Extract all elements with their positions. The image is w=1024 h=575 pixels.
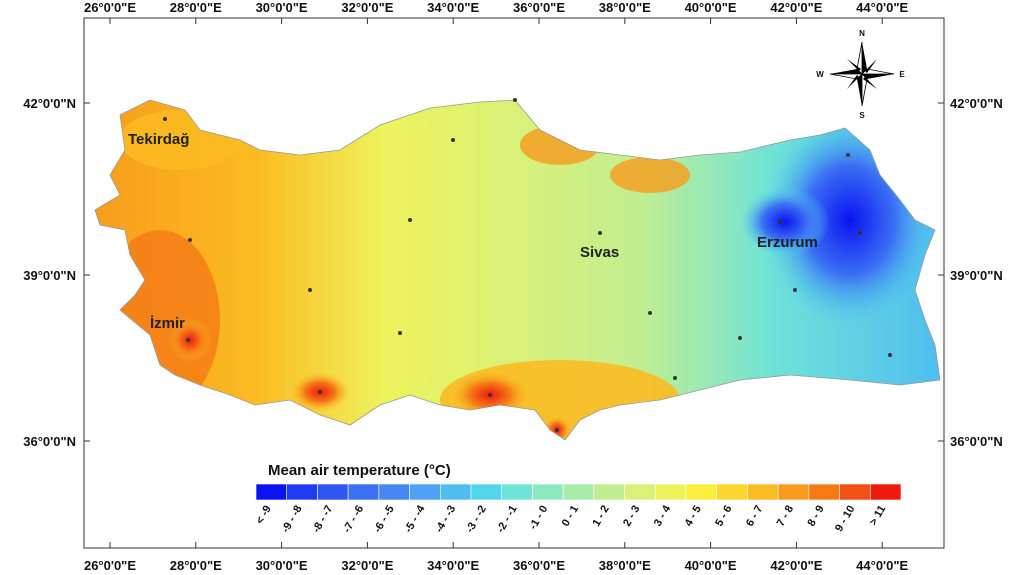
- city-label: Sivas: [580, 244, 619, 261]
- longitude-label: 38°0'0"E: [599, 0, 651, 15]
- latitude-label: 36°0'0"N: [950, 434, 1003, 449]
- longitude-label: 34°0'0"E: [427, 0, 479, 15]
- longitude-label: 32°0'0"E: [341, 558, 393, 573]
- latitude-label: 42°0'0"N: [23, 96, 76, 111]
- legend-swatch: [317, 483, 349, 501]
- legend-swatch: [654, 483, 687, 501]
- longitude-label: 40°0'0"E: [685, 558, 737, 573]
- country-outline: [94, 99, 941, 441]
- compass-label: S: [859, 111, 865, 120]
- longitude-label: 34°0'0"E: [427, 558, 479, 573]
- latitude-label: 39°0'0"N: [23, 268, 76, 283]
- legend-swatch: [685, 483, 718, 501]
- compass-label: N: [859, 29, 865, 38]
- stations: [163, 98, 892, 432]
- longitude-label: 26°0'0"E: [84, 558, 136, 573]
- longitude-label: 30°0'0"E: [256, 558, 308, 573]
- longitude-label: 36°0'0"E: [513, 0, 565, 15]
- longitude-label: 26°0'0"E: [84, 0, 136, 15]
- legend-swatch: [378, 483, 410, 501]
- legend-swatch: [347, 483, 380, 501]
- compass-label: W: [816, 70, 824, 79]
- longitude-label: 28°0'0"E: [170, 0, 222, 15]
- longitude-label: 36°0'0"E: [513, 558, 565, 573]
- legend-swatch: [747, 483, 779, 501]
- compass-label: E: [899, 70, 905, 79]
- legend-swatch: [839, 483, 871, 501]
- legend-swatch: [716, 483, 748, 501]
- longitude-label: 40°0'0"E: [685, 0, 737, 15]
- longitude-label: 30°0'0"E: [256, 0, 308, 15]
- latitude-label: 36°0'0"N: [23, 434, 76, 449]
- longitude-label: 44°0'0"E: [856, 558, 908, 573]
- longitude-label: 32°0'0"E: [341, 0, 393, 15]
- latitude-label: 39°0'0"N: [950, 268, 1003, 283]
- legend-swatch: [501, 483, 533, 501]
- latitude-label: 42°0'0"N: [950, 96, 1003, 111]
- legend-swatch: [624, 483, 656, 501]
- legend-swatch: [439, 483, 472, 501]
- legend-swatch: [808, 483, 840, 501]
- longitude-label: 44°0'0"E: [856, 0, 908, 15]
- north-arrow: N S E W: [816, 29, 905, 120]
- legend-swatch: [255, 483, 288, 501]
- city-label: Erzurum: [757, 234, 818, 251]
- legend-swatch: [869, 483, 902, 501]
- temperature-surface: [95, 100, 940, 440]
- legend-swatch: [593, 483, 625, 501]
- legend-swatch: [532, 483, 564, 501]
- longitude-label: 42°0'0"E: [770, 558, 822, 573]
- city-label: Tekirdağ: [128, 131, 189, 148]
- longitude-label: 38°0'0"E: [599, 558, 651, 573]
- legend-title: Mean air temperature (°C): [268, 462, 451, 479]
- legend-swatch: [562, 483, 595, 501]
- legend-swatch: [470, 483, 503, 501]
- longitude-label: 42°0'0"E: [770, 0, 822, 15]
- legend-swatch: [286, 483, 318, 501]
- city-label: İzmir: [150, 315, 185, 332]
- longitude-label: 28°0'0"E: [170, 558, 222, 573]
- legend-swatch: [777, 483, 810, 501]
- legend-swatch: [409, 483, 441, 501]
